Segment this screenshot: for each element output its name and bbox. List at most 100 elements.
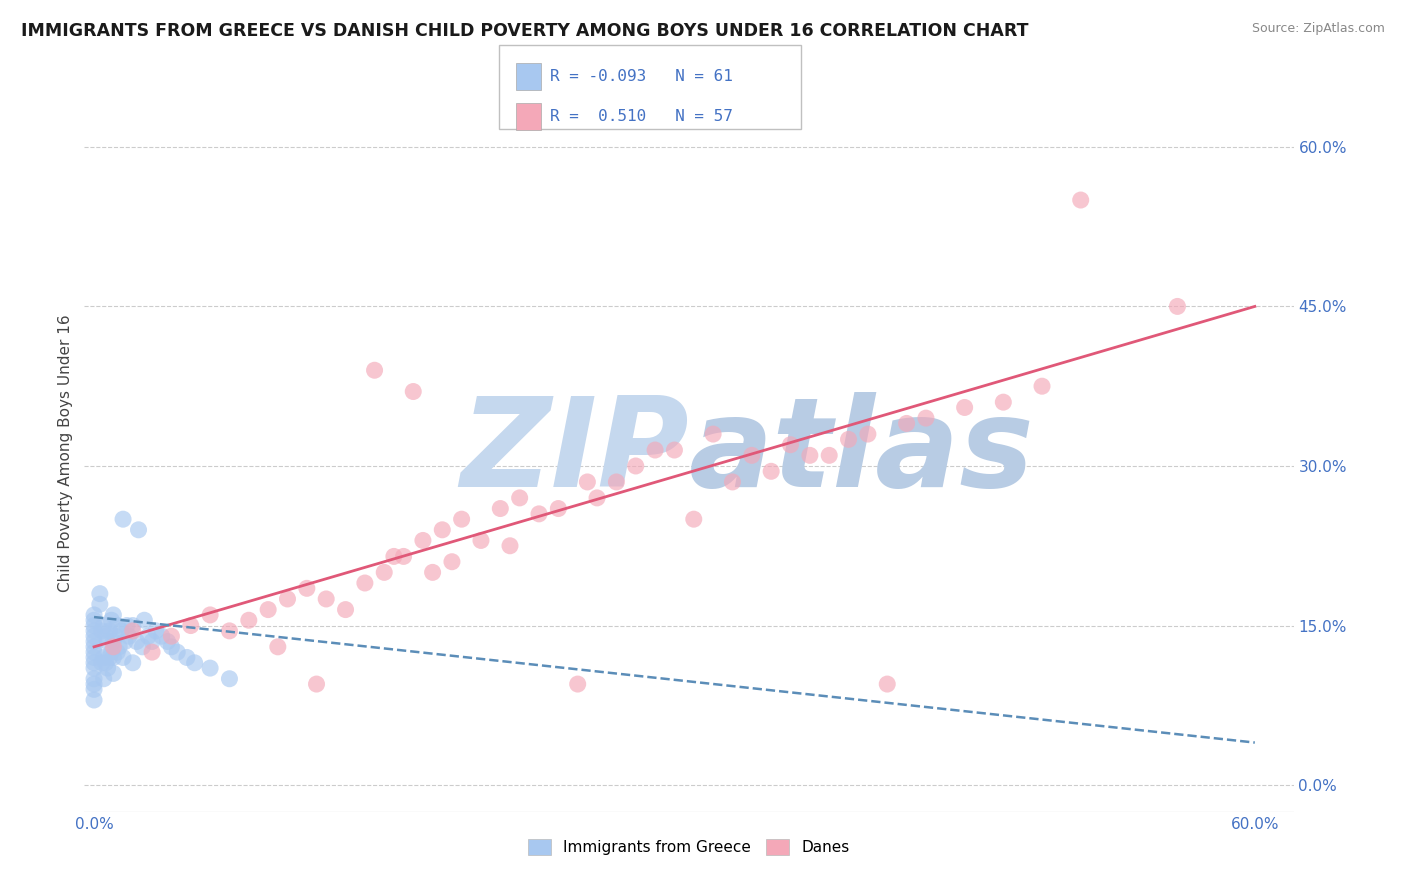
Point	[315, 591, 337, 606]
Point	[83, 613, 105, 627]
Point	[94, 629, 117, 643]
Point	[98, 650, 121, 665]
Point	[422, 566, 444, 580]
Point	[93, 672, 115, 686]
Point	[103, 607, 125, 622]
Point	[1166, 300, 1188, 314]
Point	[93, 618, 115, 632]
Point	[238, 613, 260, 627]
Point	[644, 443, 666, 458]
Point	[131, 640, 153, 654]
Point	[218, 672, 240, 686]
Text: Source: ZipAtlas.com: Source: ZipAtlas.com	[1251, 22, 1385, 36]
Point	[183, 656, 205, 670]
Point	[412, 533, 434, 548]
Legend: Immigrants from Greece, Danes: Immigrants from Greece, Danes	[522, 833, 856, 862]
Point	[198, 607, 221, 622]
Point	[257, 602, 280, 616]
Point	[83, 693, 105, 707]
Point	[83, 650, 105, 665]
Point	[128, 523, 150, 537]
Point	[576, 475, 599, 489]
Point	[166, 645, 188, 659]
Point	[856, 427, 879, 442]
Point	[93, 650, 115, 665]
Point	[547, 501, 569, 516]
Point	[134, 613, 156, 627]
Point	[97, 661, 120, 675]
Point	[180, 618, 202, 632]
Point	[103, 640, 125, 654]
Point	[150, 629, 173, 643]
Point	[779, 438, 801, 452]
Point	[305, 677, 328, 691]
Point	[915, 411, 938, 425]
Point	[605, 475, 627, 489]
Point	[83, 640, 105, 654]
Point	[509, 491, 531, 505]
Point	[94, 656, 117, 670]
Point	[392, 549, 415, 564]
Point	[83, 634, 105, 648]
Point	[112, 512, 135, 526]
Point	[335, 602, 357, 616]
Point	[759, 464, 782, 478]
Point	[121, 656, 143, 670]
Point	[141, 634, 163, 648]
Point	[295, 582, 318, 596]
Point	[89, 587, 111, 601]
Point	[118, 629, 141, 643]
Point	[470, 533, 492, 548]
Point	[121, 624, 143, 638]
Point	[838, 433, 860, 447]
Point	[136, 629, 159, 643]
Point	[432, 523, 454, 537]
Text: ZIP: ZIP	[460, 392, 689, 513]
Point	[1070, 193, 1092, 207]
Point	[105, 618, 128, 632]
Point	[1031, 379, 1053, 393]
Point	[100, 613, 122, 627]
Point	[799, 448, 821, 462]
Point	[103, 666, 125, 681]
Point	[896, 417, 918, 431]
Point	[83, 624, 105, 638]
Point	[160, 640, 183, 654]
Point	[83, 645, 105, 659]
Point	[114, 634, 136, 648]
Point	[876, 677, 898, 691]
Point	[83, 618, 105, 632]
Point	[105, 645, 128, 659]
Point	[115, 618, 138, 632]
Point	[489, 501, 512, 516]
Point	[450, 512, 472, 526]
Point	[83, 629, 105, 643]
Point	[83, 672, 105, 686]
Point	[382, 549, 405, 564]
Point	[145, 624, 167, 638]
Point	[198, 661, 221, 675]
Point	[110, 624, 132, 638]
Point	[721, 475, 744, 489]
Point	[586, 491, 609, 505]
Point	[267, 640, 290, 654]
Point	[125, 634, 148, 648]
Point	[664, 443, 686, 458]
Point	[276, 591, 298, 606]
Point	[156, 634, 179, 648]
Point	[218, 624, 240, 638]
Point	[373, 566, 395, 580]
Point	[402, 384, 425, 399]
Point	[103, 650, 125, 665]
Point	[104, 629, 127, 643]
Text: R =  0.510   N = 57: R = 0.510 N = 57	[550, 109, 733, 124]
Point	[90, 624, 112, 638]
Point	[702, 427, 724, 442]
Point	[112, 650, 135, 665]
Point	[97, 634, 120, 648]
Point	[83, 661, 105, 675]
Point	[527, 507, 550, 521]
Point	[100, 645, 122, 659]
Point	[624, 458, 647, 473]
Text: IMMIGRANTS FROM GREECE VS DANISH CHILD POVERTY AMONG BOYS UNDER 16 CORRELATION C: IMMIGRANTS FROM GREECE VS DANISH CHILD P…	[21, 22, 1029, 40]
